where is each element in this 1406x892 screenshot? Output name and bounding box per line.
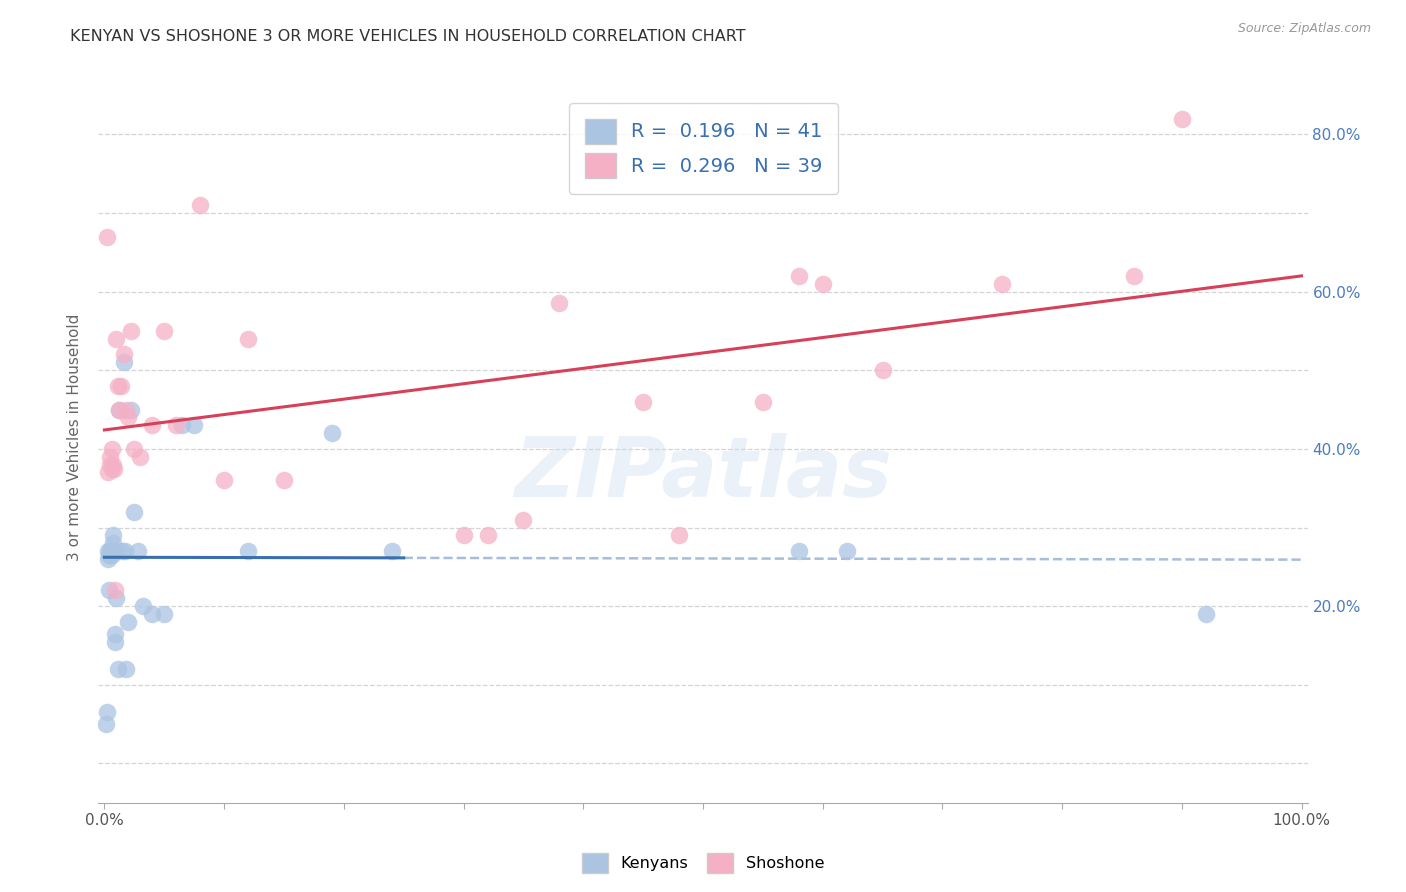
Point <box>100 544 122 558</box>
Point <box>105 591 128 606</box>
Text: ZIPatlas: ZIPatlas <box>515 434 891 514</box>
Point <box>100 544 122 558</box>
Point <box>835 544 858 558</box>
Point <box>101 536 124 550</box>
Point <box>631 394 654 409</box>
Point <box>183 418 205 433</box>
Point <box>100 442 122 456</box>
Point <box>120 402 142 417</box>
Point <box>100 548 122 562</box>
Point <box>1195 607 1218 621</box>
Point <box>127 544 149 558</box>
Text: KENYAN VS SHOSHONE 3 OR MORE VEHICLES IN HOUSEHOLD CORRELATION CHART: KENYAN VS SHOSHONE 3 OR MORE VEHICLES IN… <box>70 29 747 44</box>
Point <box>991 277 1014 291</box>
Point <box>236 544 259 558</box>
Point <box>107 402 129 417</box>
Point <box>96 229 118 244</box>
Point <box>100 450 122 464</box>
Point <box>101 544 124 558</box>
Point <box>321 426 343 441</box>
Point <box>117 615 139 629</box>
Point <box>100 458 122 472</box>
Point <box>103 461 125 475</box>
Point <box>98 583 121 598</box>
Point <box>141 607 163 621</box>
Point <box>752 394 775 409</box>
Point <box>381 544 404 558</box>
Text: Source: ZipAtlas.com: Source: ZipAtlas.com <box>1237 22 1371 36</box>
Point <box>97 552 120 566</box>
Point <box>100 544 122 558</box>
Point <box>114 544 136 558</box>
Point <box>1123 268 1146 283</box>
Point <box>94 717 117 731</box>
Point <box>787 544 810 558</box>
Point <box>105 544 128 558</box>
Y-axis label: 3 or more Vehicles in Household: 3 or more Vehicles in Household <box>67 313 83 561</box>
Point <box>107 379 129 393</box>
Point <box>548 296 571 310</box>
Point <box>100 461 122 475</box>
Legend: R =  0.196   N = 41, R =  0.296   N = 39: R = 0.196 N = 41, R = 0.296 N = 39 <box>569 103 838 194</box>
Point <box>872 363 894 377</box>
Point <box>153 607 176 621</box>
Point <box>104 583 127 598</box>
Point <box>811 277 834 291</box>
Point <box>98 548 121 562</box>
Point <box>100 544 122 558</box>
Point <box>120 324 142 338</box>
Point <box>105 332 128 346</box>
Point <box>107 662 129 676</box>
Point <box>104 634 127 648</box>
Point <box>101 458 124 472</box>
Point <box>477 528 499 542</box>
Point <box>124 442 146 456</box>
Point <box>115 402 138 417</box>
Point <box>165 418 187 433</box>
Point <box>107 402 129 417</box>
Point <box>124 505 146 519</box>
Point <box>453 528 475 542</box>
Point <box>129 450 152 464</box>
Point <box>96 706 118 720</box>
Point <box>668 528 690 542</box>
Point <box>117 410 139 425</box>
Point <box>273 473 295 487</box>
Point <box>112 347 135 361</box>
Point <box>110 379 132 393</box>
Point <box>97 466 120 480</box>
Point <box>153 324 176 338</box>
Point <box>212 473 235 487</box>
Legend: Kenyans, Shoshone: Kenyans, Shoshone <box>575 847 831 880</box>
Point <box>100 548 122 562</box>
Point <box>101 528 124 542</box>
Point <box>111 544 134 558</box>
Point <box>115 662 138 676</box>
Point <box>188 198 211 212</box>
Point <box>787 268 810 283</box>
Point <box>512 513 534 527</box>
Point <box>172 418 194 433</box>
Point <box>132 599 155 614</box>
Point <box>1171 112 1194 126</box>
Point <box>104 626 127 640</box>
Point <box>236 332 259 346</box>
Point <box>97 544 120 558</box>
Point <box>103 544 125 558</box>
Point <box>141 418 163 433</box>
Point <box>112 355 135 369</box>
